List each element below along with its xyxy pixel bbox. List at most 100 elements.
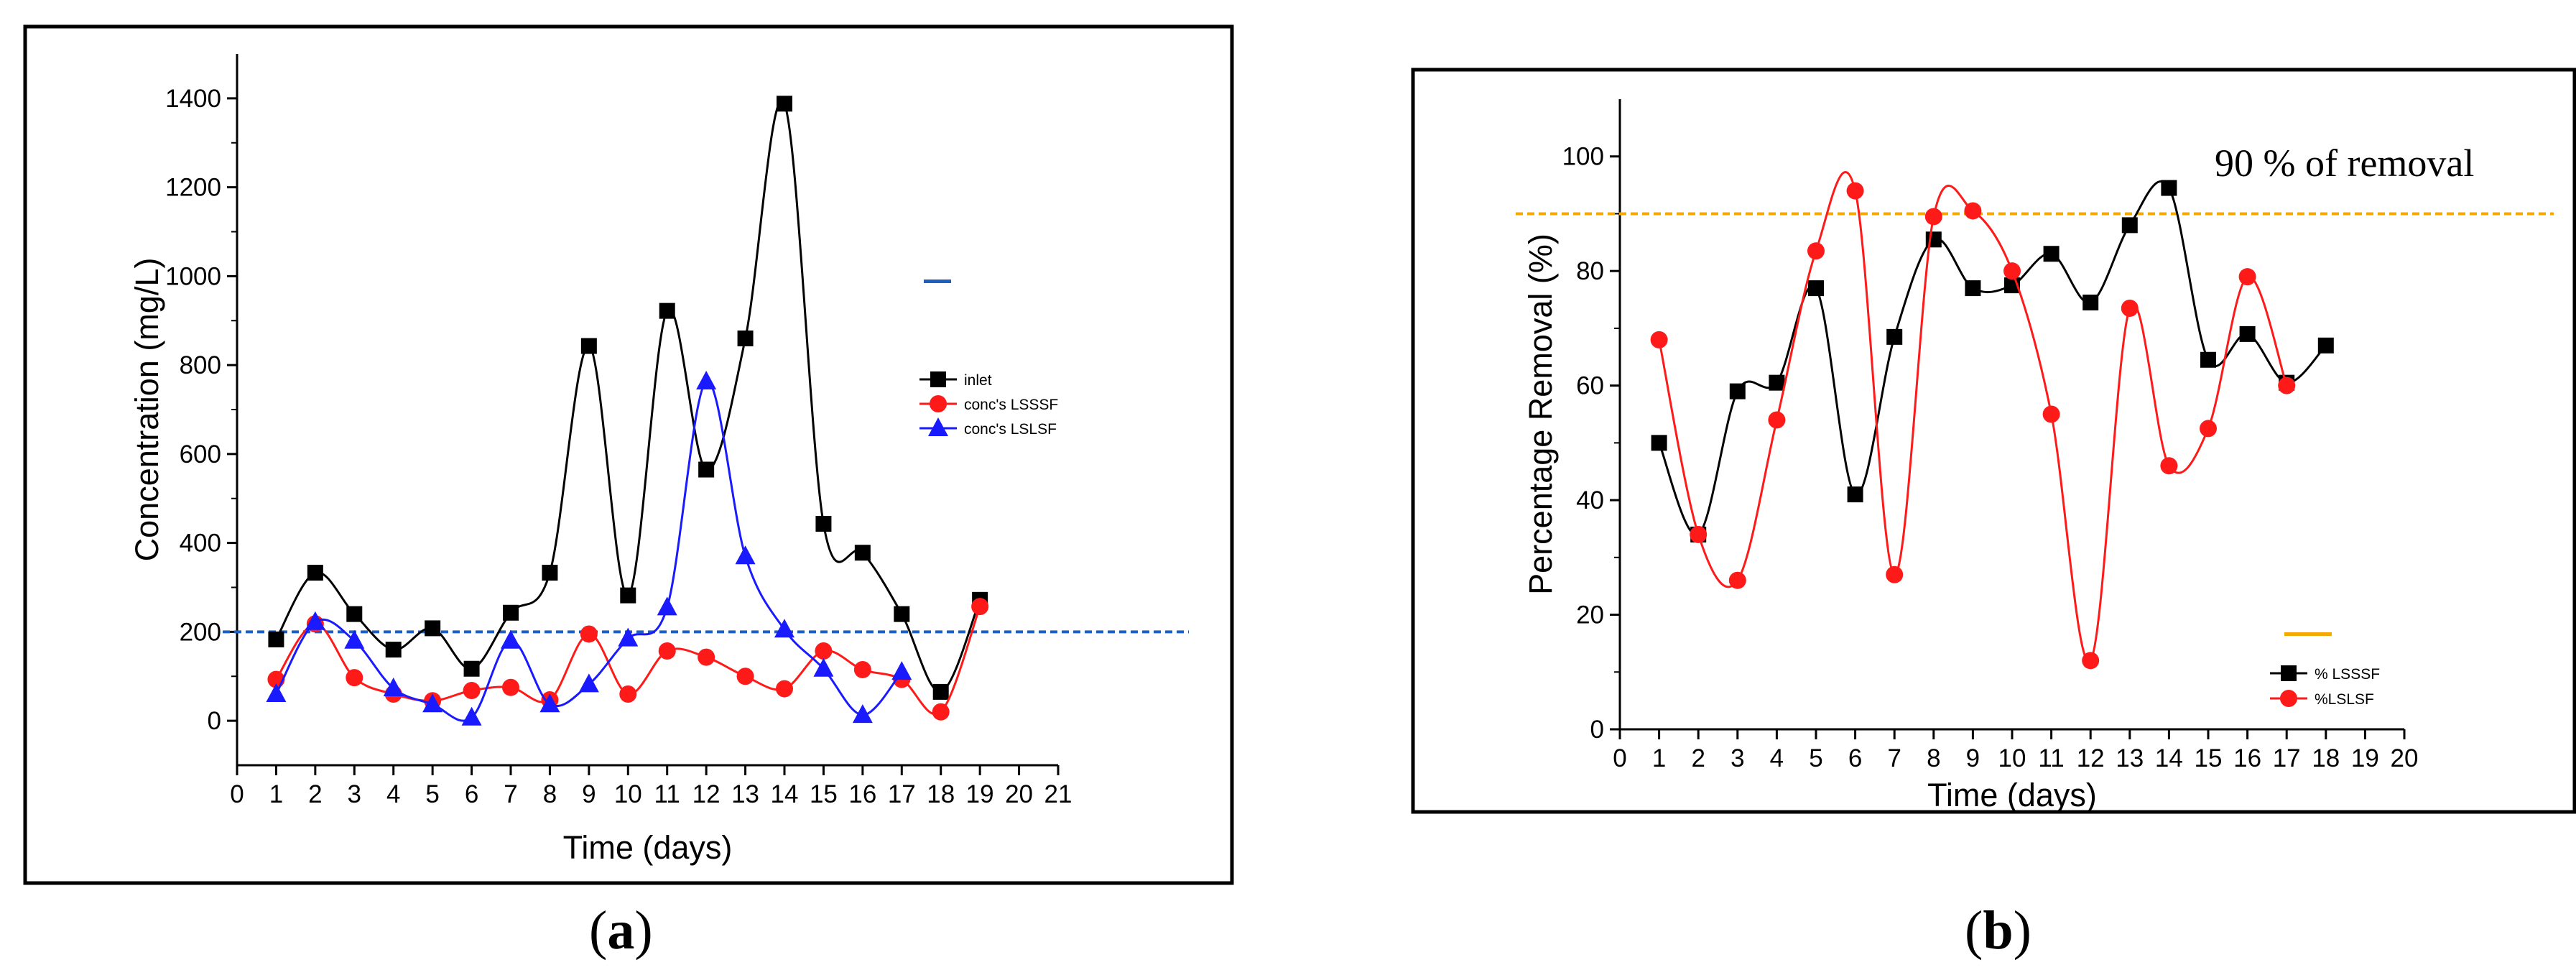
x-tick-label-b-3: 3 — [1731, 744, 1744, 772]
x-tick-label-a-16: 16 — [848, 780, 876, 808]
x-tick-label-b-1: 1 — [1652, 744, 1666, 772]
data-point-a-inlet-17 — [894, 606, 910, 622]
y-tick-label-a-1400: 1400 — [165, 85, 221, 113]
x-tick-label-b-13: 13 — [2116, 744, 2144, 772]
legend-marker-b-1 — [2280, 690, 2297, 707]
panel-a-frame — [23, 24, 1234, 885]
data-point-b-lslsf-11 — [2042, 405, 2060, 423]
y-tick-label-a-1000: 1000 — [165, 262, 221, 290]
x-tick-label-a-19: 19 — [966, 780, 994, 808]
data-point-a-inlet-18 — [932, 683, 949, 700]
data-point-b-lslsf-9 — [1964, 202, 1982, 220]
data-point-a-inlet-11 — [659, 302, 675, 319]
data-point-a-conc-s-lslsf-3 — [344, 629, 365, 649]
x-tick-label-b-14: 14 — [2155, 744, 2183, 772]
data-point-a-inlet-12 — [698, 461, 715, 478]
data-point-a-conc-s-lslsf-6 — [461, 706, 482, 726]
data-point-a-conc-s-lslsf-15 — [813, 657, 834, 677]
panel-label-a: (a) — [589, 900, 653, 961]
legend-label-a-2: conc's LSLSF — [964, 421, 1057, 438]
legend-label-a-1: conc's LSSSF — [964, 397, 1058, 413]
x-tick-label-b-4: 4 — [1770, 744, 1784, 772]
data-point-b-lslsf-5 — [1807, 242, 1825, 260]
panel-b-paren-close: ) — [2014, 900, 2031, 961]
data-point-a-conc-s-lslsf-5 — [422, 693, 443, 713]
x-tick-label-a-0: 0 — [230, 780, 244, 808]
data-point-a-inlet-5 — [425, 620, 441, 637]
data-point-a-inlet-4 — [385, 642, 402, 658]
y-tick-label-b-60: 60 — [1576, 372, 1604, 400]
data-point-b-lslsf-15 — [2200, 420, 2217, 438]
data-point-a-conc-s-lslsf-8 — [539, 693, 560, 713]
x-axis-title-a: Time (days) — [563, 829, 733, 866]
y-tick-label-b-100: 100 — [1562, 143, 1604, 171]
data-point-b-lslsf-3 — [1728, 571, 1746, 589]
y-tick-label-a-600: 600 — [180, 440, 221, 468]
x-tick-label-a-9: 9 — [582, 780, 596, 808]
data-point-a-conc-s-lslsf-9 — [578, 673, 599, 693]
y-tick-label-a-0: 0 — [208, 707, 221, 735]
data-point-b-lslsf-2 — [1690, 525, 1708, 543]
x-tick-label-a-2: 2 — [308, 780, 322, 808]
data-point-a-conc-s-lslsf-12 — [696, 371, 717, 390]
data-point-b-lsssf-14 — [2161, 180, 2177, 196]
x-tick-label-a-15: 15 — [810, 780, 838, 808]
data-point-b-lsssf-4 — [1769, 374, 1785, 391]
y-tick-label-b-0: 0 — [1590, 716, 1604, 744]
threshold-annotation: 90 % of removal — [2215, 142, 2474, 185]
x-tick-label-a-21: 21 — [1044, 780, 1072, 808]
x-tick-label-b-18: 18 — [2312, 744, 2340, 772]
data-point-a-conc-s-lsssf-11 — [658, 642, 676, 660]
y-tick-label-a-800: 800 — [180, 351, 221, 379]
y-tick-label-b-20: 20 — [1576, 601, 1604, 629]
panel-a-paren-open: ( — [589, 900, 607, 961]
data-point-a-inlet-9 — [580, 338, 597, 354]
data-point-b-lslsf-12 — [2082, 652, 2100, 670]
series-line-b-lslsf — [1658, 171, 2288, 663]
x-tick-label-a-12: 12 — [692, 780, 721, 808]
x-tick-label-b-0: 0 — [1613, 744, 1626, 772]
data-point-a-conc-s-lsssf-3 — [346, 669, 363, 687]
panel-label-b: (b) — [1965, 900, 2031, 961]
data-point-a-inlet-8 — [542, 565, 558, 581]
panel-b-frame — [1411, 68, 2576, 814]
x-tick-label-a-4: 4 — [386, 780, 400, 808]
y-tick-label-a-1200: 1200 — [165, 174, 221, 202]
x-axis-title-b: Time (days) — [1927, 777, 2097, 813]
data-point-b-lslsf-13 — [2121, 300, 2139, 318]
x-tick-label-a-18: 18 — [927, 780, 955, 808]
data-point-a-conc-s-lslsf-2 — [305, 611, 325, 630]
data-point-a-conc-s-lsssf-18 — [932, 703, 950, 721]
data-point-b-lsssf-5 — [1808, 280, 1824, 297]
data-point-a-conc-s-lslsf-10 — [618, 627, 639, 647]
x-tick-label-b-6: 6 — [1848, 744, 1862, 772]
data-point-a-conc-s-lsssf-12 — [698, 648, 715, 666]
data-point-a-conc-s-lsssf-14 — [776, 680, 793, 698]
data-point-b-lsssf-16 — [2239, 325, 2256, 342]
data-point-b-lslsf-4 — [1768, 411, 1786, 429]
data-point-b-lsssf-1 — [1651, 435, 1667, 451]
x-tick-label-b-9: 9 — [1966, 744, 1980, 772]
data-point-a-conc-s-lslsf-7 — [501, 629, 521, 649]
data-point-b-lsssf-8 — [1925, 231, 1942, 248]
x-tick-label-a-20: 20 — [1005, 780, 1033, 808]
data-point-b-lslsf-7 — [1886, 565, 1904, 583]
data-point-a-conc-s-lsssf-16 — [853, 660, 871, 678]
data-point-b-lsssf-9 — [1965, 280, 1981, 297]
x-tick-label-b-12: 12 — [2077, 744, 2105, 772]
data-point-a-conc-s-lsssf-6 — [463, 682, 481, 700]
x-tick-label-a-11: 11 — [654, 780, 680, 808]
x-tick-label-b-8: 8 — [1927, 744, 1940, 772]
x-tick-label-a-7: 7 — [504, 780, 517, 808]
x-tick-label-a-13: 13 — [731, 780, 759, 808]
data-point-b-lslsf-6 — [1846, 182, 1864, 200]
data-point-a-conc-s-lsssf-9 — [580, 625, 598, 643]
series-line-a-conc-s-lslsf — [275, 380, 903, 722]
x-tick-label-b-17: 17 — [2273, 744, 2301, 772]
x-tick-label-b-16: 16 — [2233, 744, 2261, 772]
y-axis-title-b: Percentage Removal (%) — [1522, 234, 1559, 595]
legend-marker-a-0 — [930, 371, 946, 387]
panel-b-paren-open: ( — [1965, 900, 1983, 961]
y-tick-label-b-40: 40 — [1576, 486, 1604, 514]
